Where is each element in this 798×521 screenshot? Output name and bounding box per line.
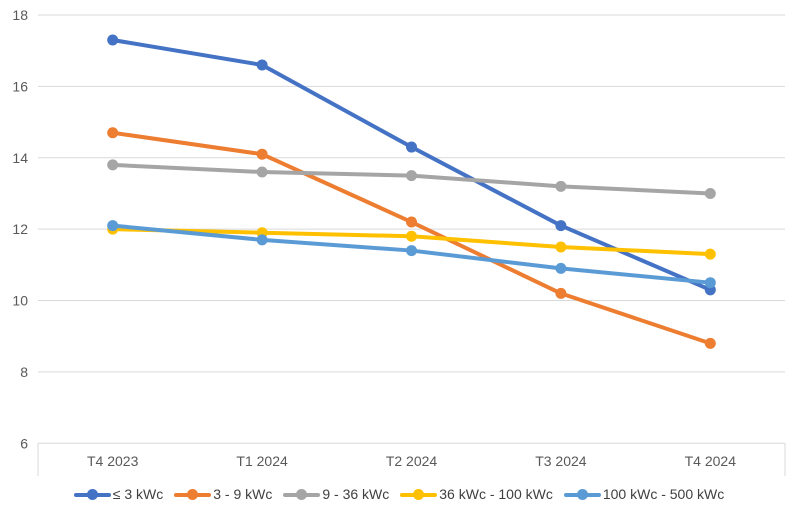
x-axis-label: T4 2023 [87, 453, 139, 469]
data-point-s1-c3 [555, 287, 567, 299]
y-axis-label: 8 [20, 364, 28, 380]
legend-item-3: 36 kWc - 100 kWc [400, 486, 553, 502]
legend-marker-dot [413, 488, 425, 500]
data-point-s0-c1 [256, 59, 268, 71]
data-point-s0-c2 [406, 141, 417, 153]
data-point-s1-c2 [406, 216, 417, 228]
y-axis-label: 18 [12, 7, 28, 23]
data-point-s1-c1 [256, 148, 268, 160]
legend-label: 100 kWc - 500 kWc [602, 486, 725, 502]
legend-marker-icon [73, 488, 111, 501]
y-axis-label: 6 [20, 435, 28, 451]
data-point-s3-c4 [704, 248, 716, 260]
plot-area: 18 16 14 12 10 8 6 T4 2023 T1 2024 T2 2024 T3 2024… [12, 7, 786, 476]
legend-marker-icon [283, 488, 321, 501]
data-point-s2-c4 [704, 187, 716, 199]
legend-label: 36 kWc - 100 kWc [439, 486, 553, 502]
legend-marker-dot [576, 488, 588, 500]
data-point-s3-c2 [406, 230, 417, 242]
legend-label: 9 - 36 kWc [322, 486, 390, 502]
data-point-s0-c0 [107, 34, 119, 46]
data-point-s4-c3 [555, 262, 567, 274]
data-point-s2-c1 [256, 166, 268, 178]
legend-marker-dot [86, 488, 98, 500]
data-point-s2-c3 [555, 180, 567, 192]
data-point-s0-c3 [555, 220, 567, 232]
legend-marker-icon [563, 488, 601, 501]
y-axis-label: 10 [12, 293, 28, 309]
legend-marker-icon [174, 488, 212, 501]
y-axis-label: 12 [12, 221, 28, 237]
data-point-s4-c1 [256, 234, 268, 246]
x-axis-label: T2 2024 [386, 453, 438, 469]
legend-item-4: 100 kWc - 500 kWc [563, 486, 725, 502]
x-axis-label: T4 2024 [685, 453, 737, 469]
legend-item-1: 3 - 9 kWc [174, 486, 272, 502]
legend-label: 3 - 9 kWc [213, 486, 273, 502]
data-point-s2-c0 [107, 159, 119, 171]
y-axis-label: 16 [12, 78, 28, 94]
x-axis-label: T1 2024 [236, 453, 288, 469]
legend-label: ≤ 3 kWc [112, 486, 164, 502]
chart-legend: ≤ 3 kWc 3 - 9 kWc 9 - 36 kWc 36 kWc - 100 k… [0, 486, 798, 502]
data-point-s4-c2 [406, 245, 417, 257]
data-point-s4-c0 [107, 220, 119, 232]
data-point-s3-c3 [555, 241, 567, 253]
data-point-s2-c2 [406, 170, 417, 182]
legend-marker-icon [400, 488, 438, 501]
data-point-s1-c0 [107, 127, 119, 139]
x-axis-label: T3 2024 [535, 453, 587, 469]
y-axis-label: 14 [12, 150, 28, 166]
data-point-s4-c4 [704, 277, 716, 289]
legend-marker-dot [187, 488, 199, 500]
legend-item-0: ≤ 3 kWc [73, 486, 164, 502]
legend-item-2: 9 - 36 kWc [283, 486, 389, 502]
legend-marker-dot [296, 488, 308, 500]
data-point-s1-c4 [704, 337, 716, 349]
